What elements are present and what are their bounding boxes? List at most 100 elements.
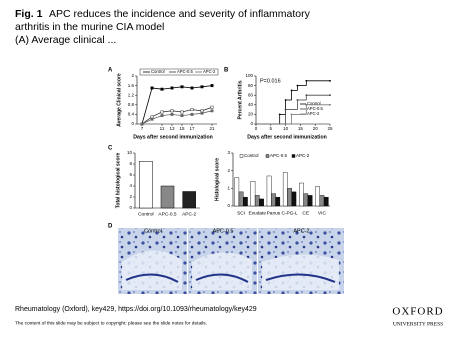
point	[290, 113, 293, 116]
x-tick-label: 13	[169, 126, 175, 131]
annotation: P=0.016	[260, 78, 281, 84]
bar	[291, 191, 297, 207]
image-label: APC-0.5	[213, 228, 234, 234]
line	[141, 110, 213, 125]
y-tick-label: 40	[248, 102, 254, 107]
legend-label: APC-2	[203, 69, 216, 74]
y-axis-label: Percent Arthritis	[237, 80, 243, 119]
x-tick-label: Control	[138, 211, 153, 217]
note: The content of this slide may be subject…	[15, 320, 207, 326]
x-tick-label: 21	[209, 126, 215, 131]
legend-label: Control	[151, 69, 165, 74]
point	[140, 122, 144, 126]
point	[190, 108, 194, 112]
x-axis-label: Days after second immunization	[133, 134, 213, 140]
point	[200, 111, 204, 115]
x-tick-label: C-PG-L	[281, 210, 298, 216]
point	[284, 108, 287, 111]
image-label: Control	[144, 228, 162, 234]
y-axis-label: Total histological score	[115, 153, 121, 209]
bar	[182, 191, 196, 209]
y-tick-label: 100	[245, 73, 253, 78]
panel-letter: A	[108, 68, 113, 74]
y-tick-label: 3	[227, 150, 230, 155]
legend-label: APC-0.5	[270, 153, 288, 158]
x-tick-label: VIC	[318, 210, 327, 216]
y-axis-label: Average Clinical score	[116, 73, 122, 127]
fig-label: Fig. 1	[15, 8, 43, 20]
bar	[139, 161, 153, 209]
y-tick-label: 20	[248, 112, 254, 117]
bar	[238, 191, 244, 207]
logo-sub: UNIVERSITY PRESS	[393, 321, 443, 327]
point	[200, 85, 204, 89]
point	[210, 84, 214, 88]
bar	[287, 188, 292, 207]
x-tick-label: SCI	[237, 210, 245, 216]
x-tick-label: 5	[270, 126, 273, 131]
bar	[299, 182, 304, 207]
x-tick-label: APC-0.5	[158, 211, 176, 217]
bar	[275, 196, 281, 207]
bar	[323, 196, 329, 207]
y-tick-label: 6	[129, 172, 132, 177]
bar	[303, 193, 309, 207]
legend-swatch	[239, 154, 244, 158]
bar	[266, 175, 272, 207]
bar	[315, 186, 320, 207]
x-tick-label: 15	[298, 126, 304, 131]
y-tick-label: 2	[129, 194, 132, 199]
point	[200, 109, 204, 113]
point	[180, 110, 184, 114]
panel-letter: D	[108, 224, 113, 230]
point	[150, 86, 154, 90]
y-tick-label: 0	[129, 205, 132, 210]
point	[160, 110, 164, 114]
histology-structure	[192, 252, 252, 290]
x-tick-label: 7	[141, 126, 144, 131]
bar	[307, 195, 313, 207]
x-tick-label: 11	[160, 126, 165, 131]
y-tick-label: 1.2	[128, 92, 135, 97]
x-tick-label: Panus	[267, 210, 281, 216]
point	[290, 89, 293, 92]
point	[160, 114, 164, 118]
legend-swatch	[291, 154, 296, 158]
point	[160, 87, 164, 91]
bar	[234, 177, 240, 207]
point	[305, 79, 308, 82]
y-tick-label: 2	[227, 168, 230, 173]
point	[150, 117, 154, 121]
bar	[250, 181, 256, 207]
title-line: arthritis in the murine CIA model	[15, 21, 164, 33]
x-tick-label: 25	[327, 126, 333, 131]
point	[210, 109, 214, 113]
y-tick-label: 0.8	[128, 102, 135, 107]
legend-box	[139, 68, 219, 76]
point	[296, 84, 299, 87]
x-tick-label: Exudate	[248, 210, 266, 216]
legend-label: Control	[244, 153, 259, 158]
y-tick-label: 0	[131, 121, 134, 126]
image-label: APC-2	[293, 228, 309, 234]
x-tick-label: 20	[313, 126, 319, 131]
bar	[160, 185, 175, 209]
point	[329, 94, 331, 97]
y-tick-label: 4	[129, 183, 132, 188]
logo-name: OXFORD	[392, 306, 443, 318]
y-tick-label: 60	[248, 92, 254, 97]
legend-label: APC-2	[296, 153, 310, 158]
point	[329, 79, 331, 82]
x-tick-label: 17	[189, 126, 195, 131]
point	[305, 94, 308, 97]
bar	[259, 198, 264, 207]
y-tick-label: 8	[129, 161, 132, 166]
point	[278, 113, 281, 116]
line	[141, 106, 213, 125]
point	[170, 109, 174, 113]
point	[180, 85, 184, 89]
point	[284, 99, 287, 101]
y-axis-label: Histological score	[214, 158, 220, 201]
